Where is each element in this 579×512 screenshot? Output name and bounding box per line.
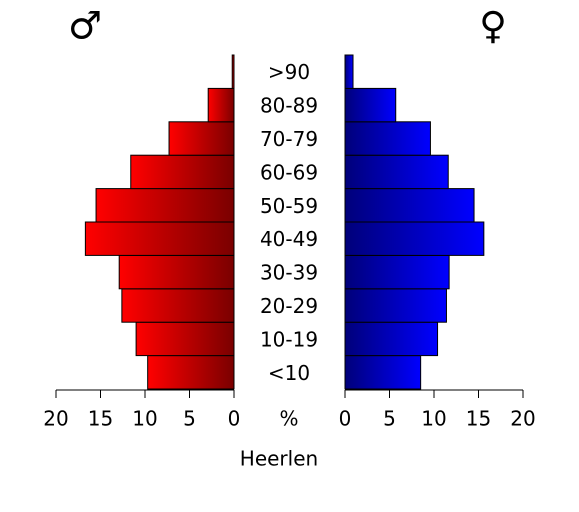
category-label: 20-29 bbox=[260, 294, 318, 318]
bar-female bbox=[344, 188, 475, 223]
category-label: 60-69 bbox=[260, 160, 318, 184]
x-tick-label: 10 bbox=[132, 407, 157, 431]
category-label: 50-59 bbox=[260, 194, 318, 218]
bar-female bbox=[344, 54, 354, 89]
bar-female bbox=[344, 87, 397, 123]
bar-female bbox=[344, 288, 447, 323]
x-tick-label: 5 bbox=[183, 407, 196, 431]
bar-female bbox=[344, 321, 439, 357]
bar-male bbox=[207, 87, 235, 123]
bar-female bbox=[344, 154, 449, 190]
legend-male: ♂ bbox=[68, 4, 102, 48]
bar-male bbox=[121, 288, 235, 323]
bar-male bbox=[168, 121, 235, 156]
bar-female bbox=[344, 254, 450, 290]
bar-female bbox=[344, 221, 485, 256]
x-tick-label: 20 bbox=[43, 407, 68, 431]
bar-male bbox=[231, 54, 235, 89]
x-tick-label: 15 bbox=[466, 407, 491, 431]
chart-title: Heerlen bbox=[240, 447, 318, 471]
bar-female bbox=[344, 121, 431, 156]
bar-female bbox=[344, 355, 422, 390]
x-tick-label: 0 bbox=[228, 407, 241, 431]
bar-male bbox=[118, 254, 235, 290]
bar-male bbox=[84, 221, 235, 256]
category-label: <10 bbox=[268, 361, 310, 385]
category-label: 80-89 bbox=[260, 94, 318, 118]
x-tick-label: 10 bbox=[421, 407, 446, 431]
bar-male bbox=[130, 154, 235, 190]
category-label: 70-79 bbox=[260, 127, 318, 151]
x-tick-label: 0 bbox=[339, 407, 352, 431]
x-tick-label: 20 bbox=[510, 407, 535, 431]
category-label: >90 bbox=[268, 60, 310, 84]
unit-label: % bbox=[279, 407, 298, 431]
category-label: 30-39 bbox=[260, 261, 318, 285]
bar-male bbox=[95, 188, 235, 223]
category-label: 40-49 bbox=[260, 227, 318, 251]
category-label: 10-19 bbox=[260, 327, 318, 351]
x-tick-label: 15 bbox=[88, 407, 113, 431]
bar-male bbox=[147, 355, 235, 390]
bar-male bbox=[135, 321, 235, 357]
legend-female: ♀ bbox=[479, 4, 507, 48]
x-tick-label: 5 bbox=[383, 407, 396, 431]
